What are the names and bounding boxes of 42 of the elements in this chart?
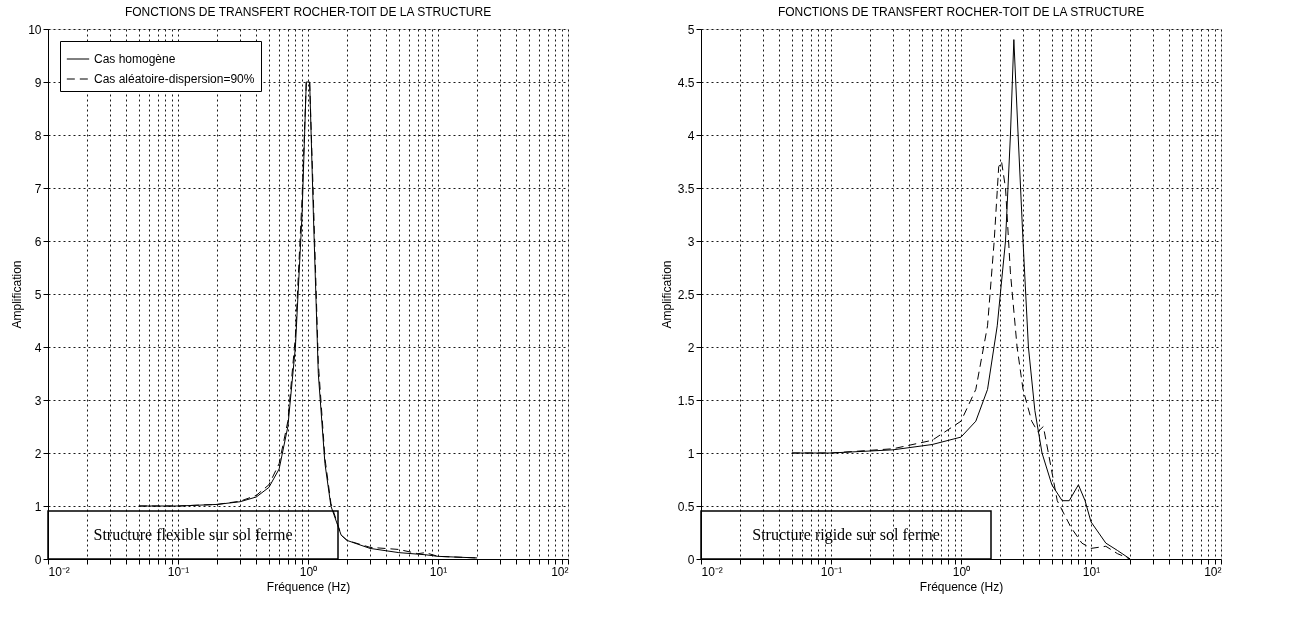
y-tick-label: 9 [34,75,42,90]
y-tick-label: 0 [687,552,695,567]
x-tick-label: 10⁻² [701,564,723,579]
annotation: Structure flexible sur sol ferme [93,526,293,543]
y-tick-label: 4.5 [677,75,695,90]
x-axis-title: Fréquence (Hz) [919,579,1004,594]
y-tick-label: 2.5 [677,287,695,302]
y-tick-label: 5 [34,287,42,302]
y-tick-label: 2 [34,446,42,461]
y-tick-label: 1 [687,446,695,461]
x-tick-label: 10² [551,564,569,579]
chart-title: FONCTIONS DE TRANSFERT ROCHER-TOIT DE LA STRUCTURE [777,5,1145,19]
y-tick-label: 0.5 [677,499,695,514]
y-tick-label: 0 [34,552,42,567]
x-tick-label: 10⁰ [952,564,971,579]
y-tick-label: 1 [34,499,42,514]
x-axis-title: Fréquence (Hz) [266,579,351,594]
y-tick-label: 3 [34,393,42,408]
y-tick-label: 1.5 [677,393,695,408]
y-tick-label: 2 [687,340,695,355]
annotation: Structure rigide sur sol ferme [752,526,940,544]
y-tick-label: 5 [687,22,695,37]
x-tick-label: 10¹ [429,564,448,579]
y-tick-label: 4 [687,128,695,143]
x-tick-label: 10⁻¹ [820,564,843,579]
legend-label: Cas homogène [94,52,176,66]
x-tick-label: 10⁻² [48,564,70,579]
y-axis-title: Amplification [10,260,25,329]
y-tick-label: 6 [34,234,42,249]
y-tick-label: 7 [34,181,42,196]
y-tick-label: 4 [34,340,42,355]
legend-label: Cas aléatoire-dispersion=90% [94,72,255,86]
x-tick-label: 10⁰ [299,564,318,579]
x-tick-label: 10² [1204,564,1222,579]
x-tick-label: 10¹ [1082,564,1101,579]
y-axis-title: Amplification [659,260,674,329]
y-tick-label: 10 [28,22,42,37]
y-tick-label: 3 [687,234,695,249]
chart-title: FONCTIONS DE TRANSFERT ROCHER-TOIT DE LA STRUCTURE [124,5,492,19]
y-tick-label: 3.5 [677,181,695,196]
y-tick-label: 8 [34,128,42,143]
x-tick-label: 10⁻¹ [167,564,190,579]
